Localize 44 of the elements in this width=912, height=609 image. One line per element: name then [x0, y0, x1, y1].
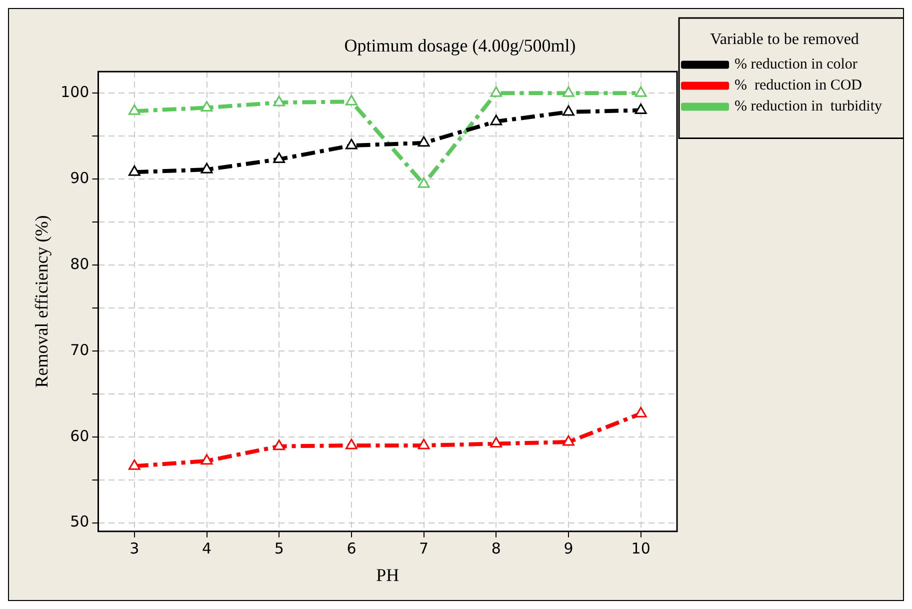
point	[346, 438, 358, 450]
legend-title: Variable to be removed	[710, 31, 859, 48]
y-tick-label: 90	[70, 168, 90, 187]
x-tick-label: 9	[564, 539, 574, 558]
x-tick-label: 7	[419, 539, 429, 558]
y-tick-label: 100	[60, 82, 90, 101]
x-tick-label: 8	[491, 539, 501, 558]
point	[562, 86, 574, 97]
y-tick-label: 70	[70, 340, 90, 359]
point	[273, 440, 286, 450]
point	[634, 104, 647, 114]
point	[200, 100, 213, 112]
point	[200, 162, 213, 174]
point	[490, 114, 502, 126]
point	[418, 438, 430, 450]
y-axis-title: Removal efficiency (%)	[32, 215, 52, 388]
point	[346, 94, 358, 106]
y-tick-label: 80	[70, 254, 90, 273]
x-axis-title: PH	[376, 564, 400, 585]
point	[562, 435, 574, 446]
legend-label: % reduction in COD	[734, 78, 862, 94]
point	[128, 459, 140, 470]
legend-label: % reduction in color	[734, 56, 858, 73]
point	[490, 86, 502, 97]
point	[128, 104, 140, 115]
y-tick-label: 60	[70, 426, 90, 445]
x-tick-label: 10	[631, 539, 650, 558]
x-tick-label: 5	[274, 539, 284, 558]
x-tick-label: 4	[202, 539, 212, 558]
point	[634, 86, 647, 97]
point	[273, 152, 286, 164]
point	[490, 436, 502, 448]
point	[418, 136, 430, 147]
point	[273, 96, 286, 106]
legend-label: % reduction in turbidity	[734, 98, 882, 115]
point	[128, 165, 140, 176]
point	[562, 105, 574, 116]
y-tick-label: 50	[70, 512, 90, 531]
x-tick-label: 3	[130, 539, 140, 558]
x-tick-label: 6	[346, 539, 356, 558]
point	[346, 138, 358, 150]
chart-title: Optimum dosage (4.00g/500ml)	[344, 36, 576, 56]
point	[418, 177, 430, 188]
point	[200, 454, 213, 465]
